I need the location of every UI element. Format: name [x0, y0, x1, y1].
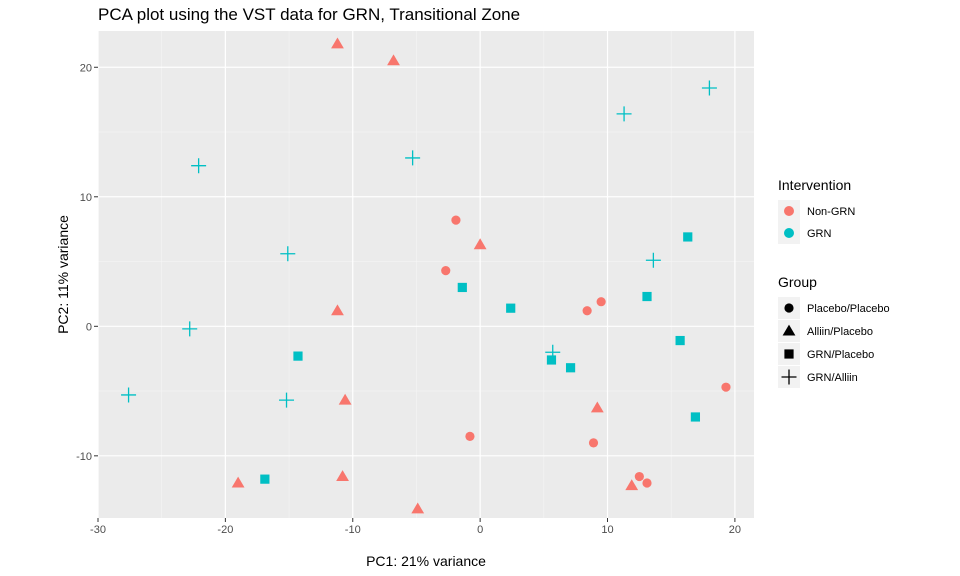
data-point — [336, 470, 349, 482]
data-point — [616, 106, 632, 122]
legend-shape-label: GRN/Placebo — [807, 349, 874, 361]
legend-shape-label: Placebo/Placebo — [807, 303, 890, 315]
data-point — [387, 54, 400, 66]
data-point — [473, 238, 487, 250]
data-point — [260, 474, 270, 484]
grid-minor — [98, 31, 754, 518]
data-point — [411, 502, 425, 514]
legend-shape-label: GRN/Alliin — [807, 372, 858, 384]
data-point — [331, 304, 344, 316]
legend: Intervention Non-GRN GRN Group Placebo/Pl… — [778, 177, 890, 388]
data-point — [405, 150, 421, 166]
y-axis-title: PC2: 11% variance — [55, 215, 71, 334]
x-tick-label: 10 — [601, 524, 613, 536]
data-point — [331, 37, 344, 49]
data-point — [465, 431, 475, 442]
x-tick-label: 20 — [729, 524, 741, 536]
data-point — [451, 215, 461, 225]
data-point — [293, 351, 303, 361]
legend-shape-key — [784, 303, 794, 313]
data-point — [721, 382, 731, 392]
chart-title: PCA plot using the VST data for GRN, Tra… — [98, 5, 520, 24]
data-point — [279, 392, 295, 408]
data-point — [590, 401, 604, 413]
x-tick-label: -30 — [90, 524, 106, 536]
legend-color-label: Non-GRN — [807, 206, 855, 218]
data-points — [121, 37, 731, 514]
legend-shape-label: Alliin/Placebo — [807, 326, 873, 338]
x-axis-title: PC1: 21% variance — [366, 553, 486, 569]
data-point — [546, 355, 557, 365]
data-point — [588, 438, 599, 448]
legend-shape-key — [781, 369, 797, 385]
data-point — [675, 335, 685, 346]
data-point — [582, 306, 592, 316]
plot-panel — [98, 31, 754, 518]
legend-color-key — [784, 228, 794, 238]
y-tick-label: 10 — [80, 192, 92, 204]
data-point — [506, 303, 516, 313]
data-point — [121, 387, 137, 403]
legend-intervention-title: Intervention — [778, 177, 851, 193]
grid-major — [97, 31, 754, 518]
data-point — [457, 282, 467, 293]
data-point — [565, 363, 576, 373]
legend-intervention-entries: Non-GRN GRN — [778, 200, 855, 244]
data-point — [182, 321, 198, 337]
x-tick-label: -10 — [345, 524, 361, 536]
legend-group-entries: Placebo/Placebo Alliin/Placebo GRN/Placebo… — [778, 297, 890, 388]
y-tick-label: -10 — [76, 451, 92, 463]
x-tick-label: -20 — [217, 524, 233, 536]
data-point — [545, 344, 561, 360]
y-tick-label: 20 — [80, 62, 92, 74]
legend-color-key — [784, 206, 794, 216]
legend-shape-key — [782, 324, 796, 336]
data-point — [441, 266, 451, 276]
data-point — [701, 80, 717, 96]
data-point — [191, 158, 207, 174]
data-point — [690, 412, 701, 422]
y-axis-ticks: -10 0 10 20 — [76, 62, 98, 463]
data-point — [596, 297, 606, 307]
data-point — [280, 246, 296, 262]
data-point — [683, 232, 693, 242]
data-point — [338, 393, 352, 405]
x-axis-ticks: -30 -20 -10 0 10 20 — [90, 518, 741, 536]
data-point — [625, 479, 639, 491]
data-point — [642, 478, 652, 488]
data-point — [634, 471, 644, 482]
legend-group-title: Group — [778, 274, 817, 290]
data-point — [231, 476, 245, 488]
x-tick-label: 0 — [477, 524, 483, 536]
legend-shape-key — [784, 349, 794, 359]
data-point — [645, 252, 661, 268]
data-point — [642, 291, 652, 302]
y-tick-label: 0 — [86, 321, 92, 333]
legend-color-label: GRN — [807, 228, 832, 240]
